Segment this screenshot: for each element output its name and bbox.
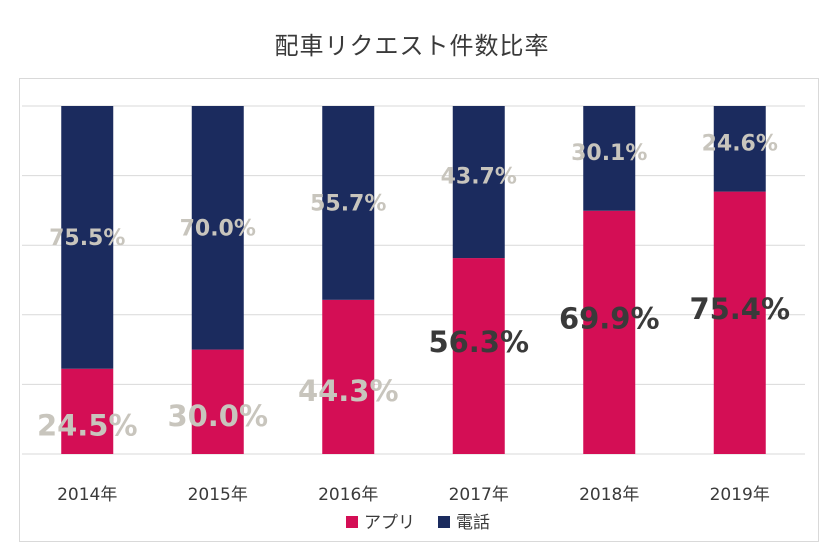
- legend-swatch: [346, 516, 358, 528]
- bar-segment: [452, 106, 505, 259]
- data-label: 75.4%: [689, 292, 790, 326]
- data-label: 55.7%: [310, 192, 386, 217]
- data-label: 30.0%: [167, 399, 268, 433]
- bar-segment: [322, 106, 375, 300]
- x-tick-label: 2016年: [318, 485, 378, 505]
- bar-segment: [191, 106, 244, 350]
- x-tick-label: 2014年: [57, 485, 117, 505]
- data-label: 69.9%: [559, 302, 660, 336]
- bar-segment: [583, 106, 636, 211]
- bar-segment: [713, 106, 766, 192]
- data-label: 75.5%: [49, 226, 125, 251]
- plot-frame: [19, 78, 819, 542]
- legend-swatch: [438, 516, 450, 528]
- data-label: 30.1%: [571, 141, 647, 166]
- bar-segment: [713, 191, 766, 454]
- data-label: 44.3%: [298, 374, 399, 408]
- data-label: 43.7%: [441, 165, 517, 190]
- bar-segment: [61, 106, 114, 369]
- legend-label: アプリ: [364, 513, 415, 533]
- bar-segment: [191, 349, 244, 454]
- bar-segment: [61, 368, 114, 454]
- data-label: 24.6%: [702, 132, 778, 157]
- x-tick-label: 2019年: [710, 485, 770, 505]
- legend-label: 電話: [456, 513, 490, 533]
- bar-segment: [583, 210, 636, 454]
- data-label: 70.0%: [180, 217, 256, 242]
- data-label: 56.3%: [428, 325, 529, 359]
- x-tick-label: 2018年: [579, 485, 639, 505]
- x-tick-label: 2017年: [449, 485, 509, 505]
- bar-segment: [452, 258, 505, 454]
- chart-title: 配車リクエスト件数比率: [274, 32, 550, 60]
- bar-segment: [322, 299, 375, 454]
- x-tick-label: 2015年: [188, 485, 248, 505]
- data-label: 24.5%: [37, 409, 138, 443]
